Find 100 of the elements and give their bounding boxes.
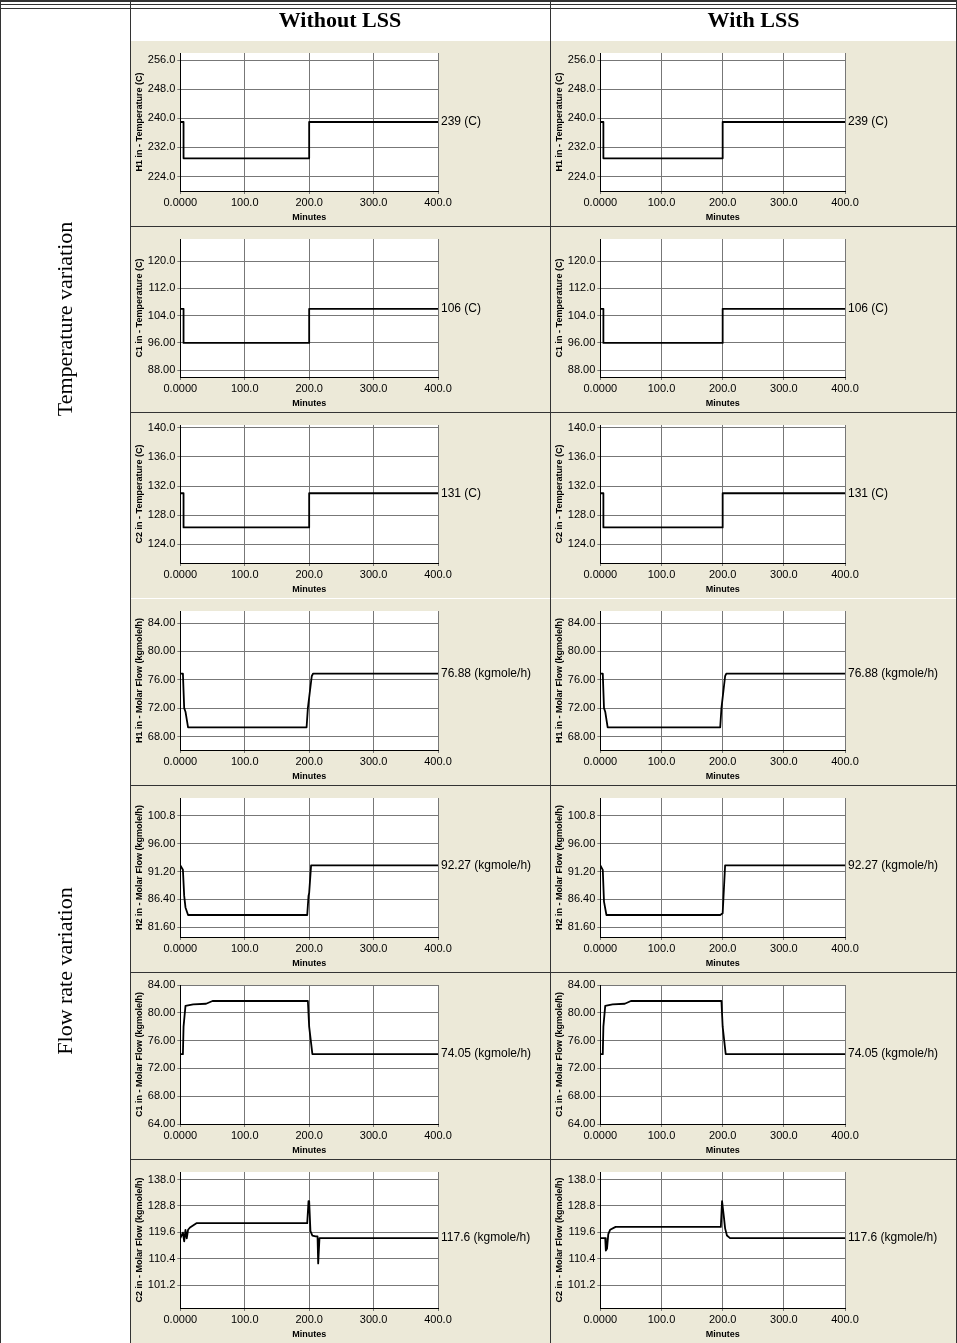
- x-axis-title: Minutes: [292, 1145, 327, 1156]
- x-tick-label: 0.0000: [163, 1128, 198, 1141]
- y-tick-label: 72.00: [567, 1061, 596, 1074]
- x-tick-label: 0.0000: [163, 941, 198, 954]
- text: 239 (C): [848, 114, 889, 129]
- y-tick-label: 110.4: [568, 1251, 596, 1264]
- text: 76.88 (kgmole/h): [848, 665, 939, 680]
- y-tick-label: 232.0: [567, 140, 596, 153]
- x-tick-label: 100.0: [230, 754, 259, 767]
- y-tick-label: 140.0: [567, 420, 596, 433]
- x-axis-title: Minutes: [292, 212, 327, 223]
- text: With LSS: [706, 6, 801, 34]
- x-tick-label: 400.0: [424, 754, 452, 767]
- y-tick-label: 256.0: [567, 53, 596, 66]
- text: 74.05 (kgmole/h): [848, 1046, 939, 1061]
- x-tick-label: 0.0000: [583, 1128, 618, 1141]
- y-axis-title: C2 in - Molar Flow (kgmole/h): [553, 1177, 564, 1303]
- x-tick-label: 0.0000: [163, 754, 198, 767]
- y-tick-label: 240.0: [147, 111, 176, 124]
- y-axis-title: C2 in - Temperature (C): [553, 444, 564, 544]
- y-tick-label: 224.0: [147, 169, 176, 182]
- x-tick-label: 100.0: [647, 195, 676, 208]
- y-tick-label: 248.0: [147, 82, 176, 95]
- x-tick-label: 100.0: [230, 941, 259, 954]
- x-tick-label: 300.0: [770, 754, 798, 767]
- x-tick-label: 100.0: [230, 1312, 259, 1325]
- text: Without LSS: [277, 6, 403, 34]
- y-tick-label: 100.8: [147, 808, 176, 821]
- y-axis-title: H1 in - Temperature (C): [133, 72, 144, 172]
- x-tick-label: 300.0: [770, 1312, 798, 1325]
- y-tick-label: 72.00: [147, 1061, 176, 1074]
- text: 106 (C): [441, 301, 482, 316]
- x-axis-title: Minutes: [705, 1145, 740, 1156]
- y-tick-label: 128.0: [147, 508, 176, 521]
- y-axis-title: H2 in - Molar Flow (kgmole/h): [553, 804, 564, 931]
- y-tick-label: 256.0: [147, 53, 176, 66]
- y-axis-title: C1 in - Temperature (C): [133, 258, 144, 358]
- x-tick-label: 100.0: [647, 567, 676, 580]
- x-tick-label: 400.0: [831, 195, 859, 208]
- x-tick-label: 0.0000: [163, 195, 198, 208]
- y-tick-label: 76.00: [567, 1033, 596, 1046]
- y-tick-label: 68.00: [147, 729, 176, 742]
- y-axis-title: H1 in - Molar Flow (kgmole/h): [133, 617, 144, 744]
- x-tick-label: 300.0: [770, 195, 798, 208]
- x-tick-label: 400.0: [831, 1312, 859, 1325]
- y-tick-label: 136.0: [567, 449, 596, 462]
- y-tick-label: 88.00: [567, 363, 596, 376]
- text: 106 (C): [848, 301, 889, 316]
- y-tick-label: 68.00: [567, 729, 596, 742]
- x-tick-label: 200.0: [708, 941, 737, 954]
- x-tick-label: 400.0: [424, 1128, 452, 1141]
- y-tick-label: 84.00: [567, 616, 596, 629]
- x-tick-label: 0.0000: [583, 567, 618, 580]
- x-tick-label: 0.0000: [163, 567, 198, 580]
- y-axis-title: C2 in - Molar Flow (kgmole/h): [133, 1177, 144, 1303]
- x-tick-label: 400.0: [831, 754, 859, 767]
- x-tick-label: 400.0: [424, 941, 452, 954]
- y-tick-label: 224.0: [567, 169, 596, 182]
- y-tick-label: 132.0: [567, 479, 596, 492]
- x-tick-label: 400.0: [424, 381, 452, 394]
- x-axis-title: Minutes: [705, 398, 740, 409]
- y-tick-label: 84.00: [147, 616, 176, 629]
- y-tick-label: 138.0: [567, 1172, 596, 1185]
- y-tick-label: 248.0: [567, 82, 596, 95]
- y-tick-label: 64.00: [147, 1117, 176, 1130]
- y-tick-label: 72.00: [567, 701, 596, 714]
- x-tick-label: 300.0: [359, 1312, 388, 1325]
- x-tick-label: 200.0: [708, 381, 737, 394]
- y-tick-label: 104.0: [147, 308, 176, 321]
- x-tick-label: 100.0: [647, 381, 676, 394]
- x-tick-label: 300.0: [359, 941, 388, 954]
- y-tick-label: 76.00: [147, 672, 176, 685]
- x-tick-label: 0.0000: [583, 195, 618, 208]
- text: 92.27 (kgmole/h): [848, 857, 939, 872]
- text: 131 (C): [848, 485, 889, 500]
- y-tick-label: 81.60: [567, 920, 596, 933]
- y-tick-label: 80.00: [147, 1005, 176, 1018]
- y-tick-label: 86.40: [567, 892, 596, 905]
- y-tick-label: 120.0: [147, 254, 176, 267]
- y-tick-label: 86.40: [147, 892, 176, 905]
- text: 117.6 (kgmole/h): [441, 1230, 531, 1245]
- x-tick-label: 0.0000: [583, 381, 618, 394]
- y-tick-label: 132.0: [147, 479, 176, 492]
- y-axis-title: C1 in - Molar Flow (kgmole/h): [133, 991, 144, 1118]
- x-axis-title: Minutes: [292, 771, 327, 782]
- y-tick-label: 91.20: [567, 864, 596, 877]
- y-tick-label: 68.00: [147, 1089, 176, 1102]
- x-tick-label: 200.0: [708, 754, 737, 767]
- x-tick-label: 200.0: [295, 567, 323, 580]
- x-tick-label: 200.0: [708, 1128, 737, 1141]
- x-axis-title: Minutes: [705, 1329, 740, 1340]
- x-tick-label: 200.0: [295, 1128, 323, 1141]
- x-axis-title: Minutes: [292, 958, 327, 969]
- x-tick-label: 400.0: [424, 567, 452, 580]
- x-tick-label: 200.0: [708, 1312, 737, 1325]
- y-tick-label: 76.00: [567, 672, 596, 685]
- x-tick-label: 100.0: [647, 941, 676, 954]
- x-tick-label: 200.0: [295, 381, 323, 394]
- y-tick-label: 110.4: [148, 1251, 176, 1264]
- x-axis-title: Minutes: [705, 771, 740, 782]
